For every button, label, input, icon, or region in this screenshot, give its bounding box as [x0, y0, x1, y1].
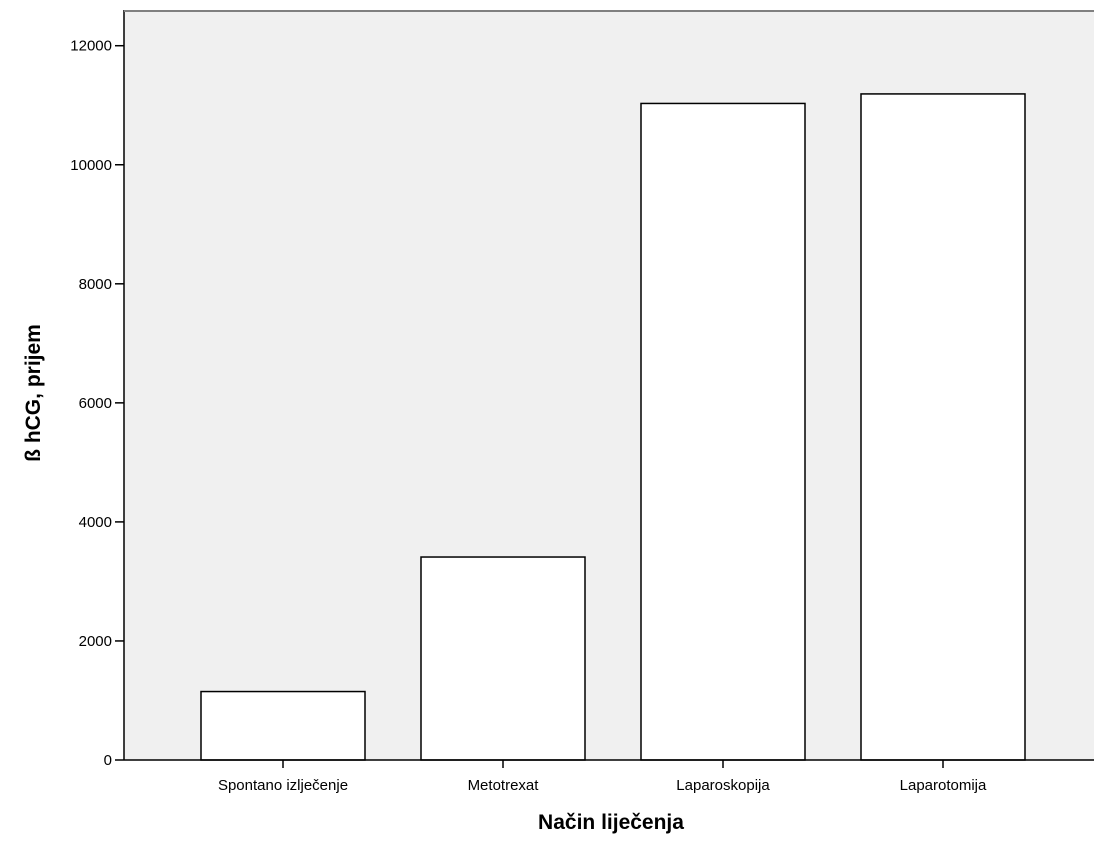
- x-axis-title: Način liječenja: [538, 811, 684, 834]
- y-axis-title: ß hCG, prijem: [22, 324, 45, 462]
- x-tick-label: Metotrexat: [468, 777, 540, 794]
- y-tick-label: 4000: [79, 514, 112, 531]
- y-tick-label: 0: [104, 752, 112, 769]
- bar: [640, 102, 806, 761]
- y-tick-label: 2000: [79, 633, 112, 650]
- x-axis: Spontano izlječenje Metotrexat Laparoskopi…: [124, 759, 1094, 794]
- x-tick-label: Spontano izlječenje: [218, 777, 348, 794]
- x-tick-label: Laparoskopija: [676, 777, 770, 794]
- y-tick-label: 6000: [79, 395, 112, 412]
- bar: [860, 93, 1026, 761]
- bar: [420, 556, 586, 761]
- y-tick-label: 12000: [70, 38, 112, 55]
- bar: [200, 690, 366, 761]
- y-axis: 0 2000 4000 6000 8000 10000 12000: [70, 10, 125, 769]
- y-tick-label: 8000: [79, 276, 112, 293]
- x-tick-label: Laparotomija: [900, 777, 987, 794]
- y-tick-label: 10000: [70, 157, 112, 174]
- bars-layer: [200, 93, 1026, 761]
